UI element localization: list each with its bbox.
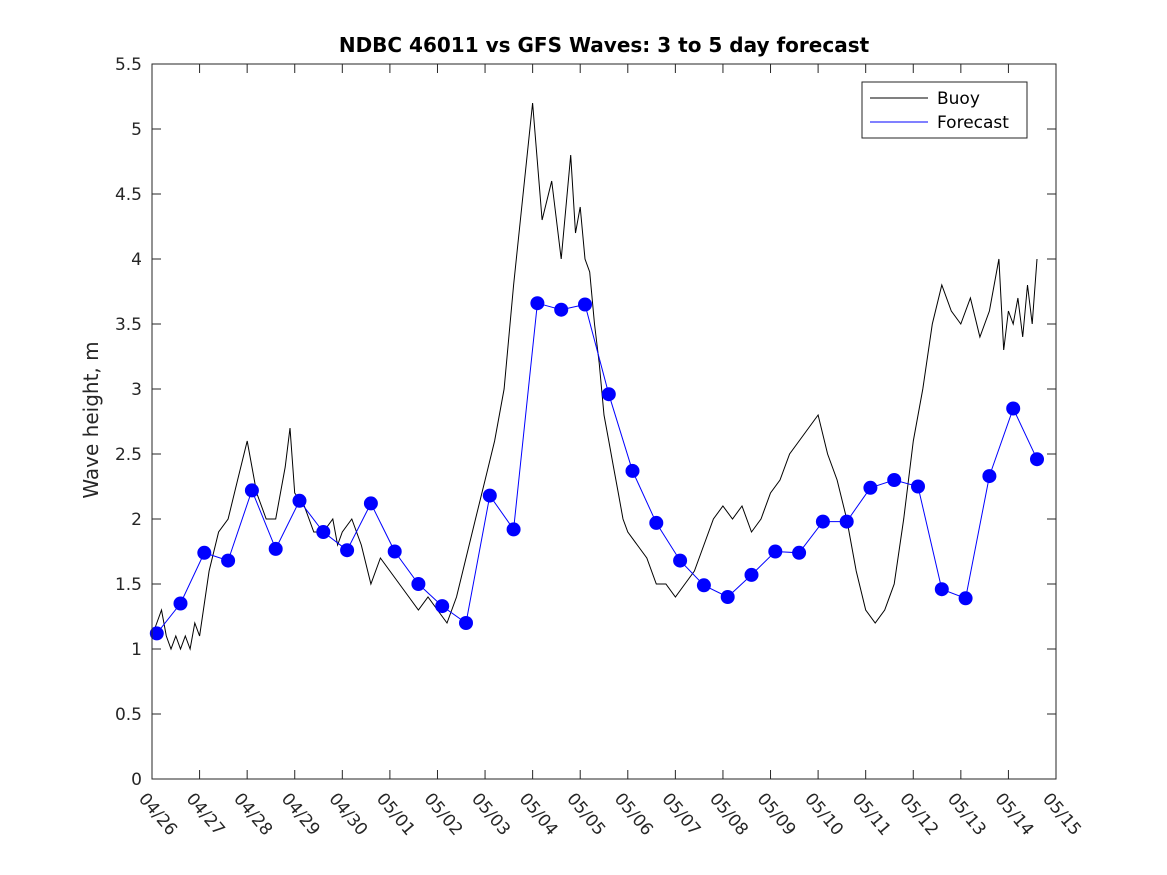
forecast-point xyxy=(149,626,164,641)
y-axis-ticks: 0 0.5 1 1.5 2 2.5 3 3.5 4 4.5 5 5.5 xyxy=(115,55,1056,790)
forecast-point xyxy=(221,553,236,568)
forecast-point xyxy=(459,616,473,630)
y-tick-label: 1.5 xyxy=(115,575,142,595)
forecast-point xyxy=(839,514,854,529)
forecast-point xyxy=(696,578,711,593)
forecast-point xyxy=(673,553,688,568)
forecast-point xyxy=(387,544,402,559)
forecast-point xyxy=(554,302,569,317)
y-tick-label: 5.5 xyxy=(115,55,142,75)
forecast-point xyxy=(815,514,830,529)
forecast-point xyxy=(506,522,521,537)
forecast-point xyxy=(601,387,616,402)
forecast-point xyxy=(411,577,426,591)
forecast-point xyxy=(340,543,355,558)
y-axis-label: Wave height, m xyxy=(79,341,103,498)
y-tick-label: 4.5 xyxy=(115,185,142,205)
forecast-point xyxy=(934,582,949,597)
forecast-point xyxy=(244,483,259,498)
forecast-point xyxy=(744,567,759,582)
forecast-point xyxy=(887,473,902,487)
forecast-point xyxy=(197,545,212,560)
legend-forecast-label: Forecast xyxy=(937,113,1009,133)
forecast-point xyxy=(435,599,450,614)
y-tick-label: 0 xyxy=(131,770,142,790)
y-tick-label: 3 xyxy=(131,380,142,400)
y-tick-label: 2 xyxy=(131,510,142,530)
forecast-point xyxy=(173,596,188,611)
legend-buoy-label: Buoy xyxy=(937,89,980,109)
forecast-point xyxy=(316,525,331,539)
forecast-point xyxy=(982,469,997,484)
forecast-point xyxy=(625,463,640,478)
forecast-point xyxy=(649,515,664,530)
forecast-point xyxy=(863,480,878,495)
y-tick-label: 2.5 xyxy=(115,445,142,465)
legend: Buoy Forecast xyxy=(861,81,1028,139)
forecast-point xyxy=(578,297,592,312)
forecast-point xyxy=(1006,401,1021,416)
forecast-point xyxy=(530,296,545,311)
y-tick-label: 1 xyxy=(131,640,142,660)
forecast-point xyxy=(292,493,307,508)
forecast-markers xyxy=(149,296,1044,641)
forecast-point xyxy=(1030,452,1044,467)
y-tick-label: 5 xyxy=(131,120,142,140)
forecast-point xyxy=(958,591,973,606)
forecast-point xyxy=(268,541,283,556)
chart-title: NDBC 46011 vs GFS Waves: 3 to 5 day fore… xyxy=(339,33,870,57)
forecast-point xyxy=(792,545,807,560)
forecast-point xyxy=(720,590,735,604)
plot-frame xyxy=(151,63,1057,780)
forecast-point xyxy=(768,544,783,559)
forecast-point xyxy=(482,488,497,503)
y-tick-label: 4 xyxy=(131,250,142,270)
y-tick-label: 0.5 xyxy=(115,705,142,725)
legend-box xyxy=(861,81,1028,139)
forecast-point xyxy=(911,479,925,494)
y-tick-label: 3.5 xyxy=(115,315,142,335)
buoy-series-line xyxy=(151,102,1038,651)
forecast-point xyxy=(363,496,378,511)
